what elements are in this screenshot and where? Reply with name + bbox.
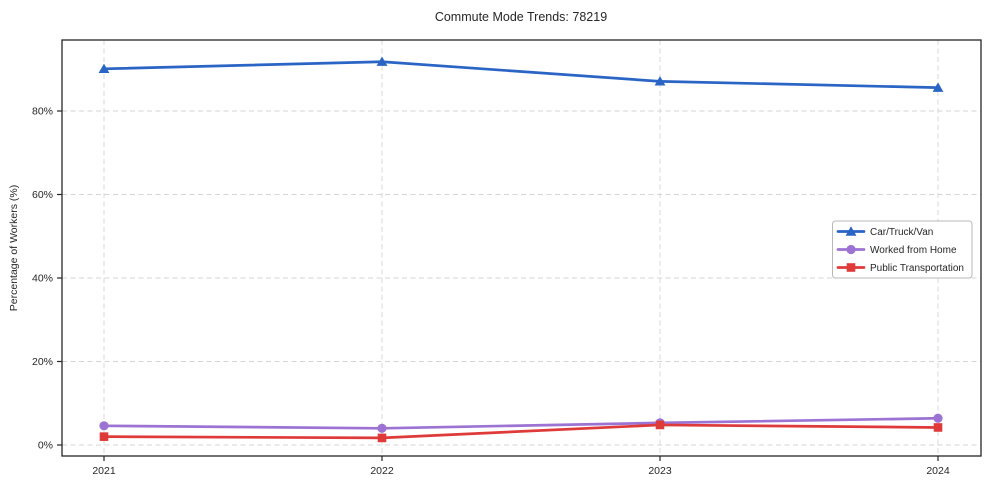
series-line-worked-from-home xyxy=(102,416,940,430)
legend-square-icon xyxy=(846,263,856,272)
grid-layer xyxy=(62,40,981,456)
y-axis-label: Percentage of Workers (%) xyxy=(8,185,20,311)
y-tick-label: 80% xyxy=(32,106,53,118)
circle-marker-worked-from-home xyxy=(377,423,387,433)
circle-marker-worked-from-home xyxy=(99,421,109,431)
legend-triangle-icon xyxy=(845,226,857,236)
axes-layer: 0% 20% 40% 60% 80% 2021 2022 2023 2024 xyxy=(32,39,982,477)
series-worked-from-home xyxy=(99,413,943,433)
x-tick-label: 2024 xyxy=(926,465,950,477)
legend-box xyxy=(832,220,973,279)
series-line-public-transportation xyxy=(102,423,940,440)
square-marker-public-transportation xyxy=(377,433,387,443)
x-tick-label: 2022 xyxy=(370,465,394,477)
legend-item-worked-from-home: Worked from Home xyxy=(836,244,957,256)
y-tick-label: 40% xyxy=(32,273,53,285)
legend-label: Car/Truck/Van xyxy=(870,227,933,238)
triangle-marker-car-truck-van xyxy=(654,76,666,86)
series-line-car-truck-van xyxy=(102,60,940,89)
legend-circle-icon xyxy=(846,244,856,255)
x-tick-label: 2023 xyxy=(648,465,672,477)
square-marker-public-transportation xyxy=(655,420,665,430)
square-marker-public-transportation xyxy=(99,432,109,441)
series-car-truck-van xyxy=(98,56,944,92)
y-tick-label: 60% xyxy=(32,189,53,201)
series-public-transportation xyxy=(99,420,943,443)
y-tick-label: 0% xyxy=(38,440,53,452)
chart-title: Commute Mode Trends: 78219 xyxy=(435,10,607,24)
series-layer xyxy=(98,56,944,443)
legend-label: Worked from Home xyxy=(870,245,957,256)
legend-label: Public Transportation xyxy=(870,263,964,274)
plot-border xyxy=(61,39,982,457)
legend: Car/Truck/Van Worked from Home Public Tran… xyxy=(832,220,973,279)
legend-item-public-transportation: Public Transportation xyxy=(836,263,964,274)
circle-marker-worked-from-home xyxy=(933,413,943,423)
triangle-marker-car-truck-van xyxy=(932,82,944,92)
square-marker-public-transportation xyxy=(933,423,943,432)
triangle-marker-car-truck-van xyxy=(98,63,110,74)
y-tick-label: 20% xyxy=(32,356,53,368)
triangle-marker-car-truck-van xyxy=(376,56,388,66)
legend-item-car-truck-van: Car/Truck/Van xyxy=(836,226,933,238)
x-tick-label: 2021 xyxy=(92,465,116,477)
